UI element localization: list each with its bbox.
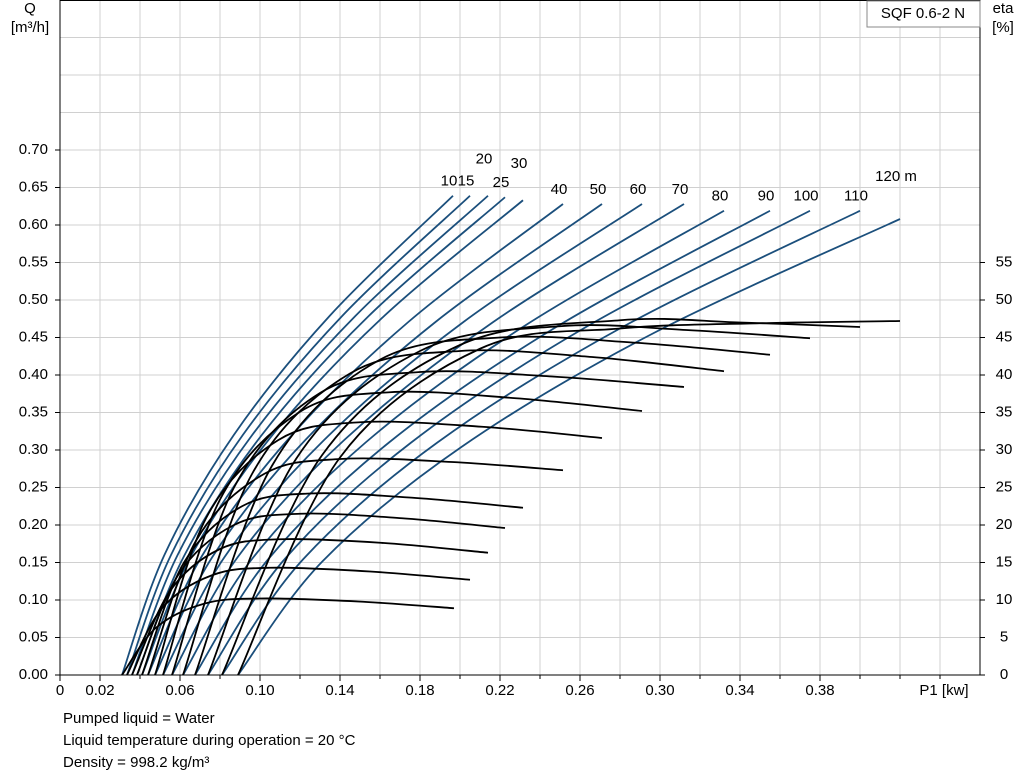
x-tick-label: 0.34 (725, 682, 754, 699)
y-tick-label: 0.15 (19, 553, 48, 570)
efficiency-curve (237, 320, 901, 676)
efficiency-curve (207, 324, 811, 676)
flow-curve (162, 203, 643, 676)
y2-tick-label: 0 (1000, 666, 1008, 683)
flow-curve (207, 209, 811, 676)
y-tick-label: 0.25 (19, 478, 48, 495)
y2-tick-label: 20 (996, 516, 1013, 533)
x-tick-label: 0.02 (85, 682, 114, 699)
y-tick-label: 0.05 (19, 628, 48, 645)
y2-tick-label: 10 (996, 591, 1013, 608)
efficiency-curve (147, 457, 564, 676)
chart: Q [m³/h] eta [%] P1 [kw] SQF 0.6-2 N 0 0.… (10, 0, 1015, 699)
curve-label: 40 (551, 181, 568, 198)
y2-tick-label: 45 (996, 328, 1013, 345)
plot-frame (59, 0, 981, 676)
y-tick-label: 0.55 (19, 253, 48, 270)
x-tick-label: 0.10 (245, 682, 274, 699)
y-tick-label: 0.50 (19, 291, 48, 308)
efficiency-curve (121, 597, 455, 676)
y-tick-label: 0.20 (19, 516, 48, 533)
efficiency-curve (221, 317, 861, 676)
x-tick-label: 0.22 (485, 682, 514, 699)
flow-curve (171, 203, 685, 676)
flow-curve (121, 195, 454, 676)
x-tick-label: 0.18 (405, 682, 434, 699)
y2-tick-label: 25 (996, 478, 1013, 495)
y-tick-label: 0.70 (19, 141, 48, 158)
y-axis-label: Q (24, 0, 36, 17)
efficiency-curve (182, 349, 725, 676)
curve-label: 15 (458, 173, 475, 190)
efficiency-curve (136, 512, 506, 676)
flow-curve (136, 196, 506, 676)
y-tick-label: 0.65 (19, 178, 48, 195)
y2-tick-label: 50 (996, 291, 1013, 308)
curves (121, 195, 901, 676)
curve-label: 100 (793, 188, 818, 205)
flow-curve (126, 195, 471, 676)
notes: Pumped liquid = Water Liquid temperature… (63, 708, 355, 774)
flow-curve (221, 209, 861, 676)
x-tick-label: 0.14 (325, 682, 354, 699)
y-tick-label: 0.35 (19, 403, 48, 420)
efficiency-curve (194, 335, 771, 676)
y-tick-label: 0.00 (19, 666, 48, 683)
efficiency-curve (162, 390, 643, 676)
x-tick-label: 0 (56, 682, 64, 699)
curve-label: 80 (712, 188, 729, 205)
x-tick-label: 0.26 (565, 682, 594, 699)
flow-curve (154, 203, 603, 676)
curve-label: 70 (672, 181, 689, 198)
y-tick-label: 0.40 (19, 366, 48, 383)
curve-label: 110 (844, 188, 868, 205)
curve-label: 10 (441, 173, 458, 190)
y2-tick-label: 30 (996, 441, 1013, 458)
y-tick-label: 0.60 (19, 216, 48, 233)
curve-label: 120 m (875, 168, 917, 185)
note: Pumped liquid = Water (63, 710, 215, 727)
y2-tick-label: 35 (996, 403, 1013, 420)
x-axis-label: P1 [kw] (919, 682, 968, 699)
curve-label: 50 (590, 181, 607, 198)
curve-label: 25 (493, 174, 510, 191)
y2-axis-unit: [%] (992, 19, 1014, 36)
curve-label: 60 (630, 181, 647, 198)
y-tick-label: 0.30 (19, 441, 48, 458)
flow-curve (182, 209, 725, 676)
curve-label: 20 (476, 151, 493, 168)
curve-label: 30 (511, 155, 528, 172)
flow-curve (131, 195, 489, 676)
curve-label: 90 (758, 188, 775, 205)
y2-tick-label: 15 (996, 553, 1013, 570)
flow-curve (194, 209, 771, 676)
flow-curve (237, 218, 901, 676)
x-tick-label: 0.38 (805, 682, 834, 699)
note: Density = 998.2 kg/m³ (63, 754, 210, 771)
x-tick-label: 0.30 (645, 682, 674, 699)
x-tick-label: 0.06 (165, 682, 194, 699)
efficiency-curve (171, 370, 685, 676)
y2-tick-label: 5 (1000, 628, 1008, 645)
product-label: SQF 0.6-2 N (881, 5, 965, 22)
y-tick-label: 0.10 (19, 591, 48, 608)
y2-axis-label: eta (993, 0, 1015, 17)
y2-tick-label: 40 (996, 366, 1013, 383)
efficiency-curve (154, 420, 603, 676)
y-axis-unit: [m³/h] (11, 19, 49, 36)
note: Liquid temperature during operation = 20… (63, 732, 356, 749)
product-box (866, 0, 981, 28)
y-tick-label: 0.45 (19, 328, 48, 345)
y2-tick-label: 55 (996, 253, 1013, 270)
